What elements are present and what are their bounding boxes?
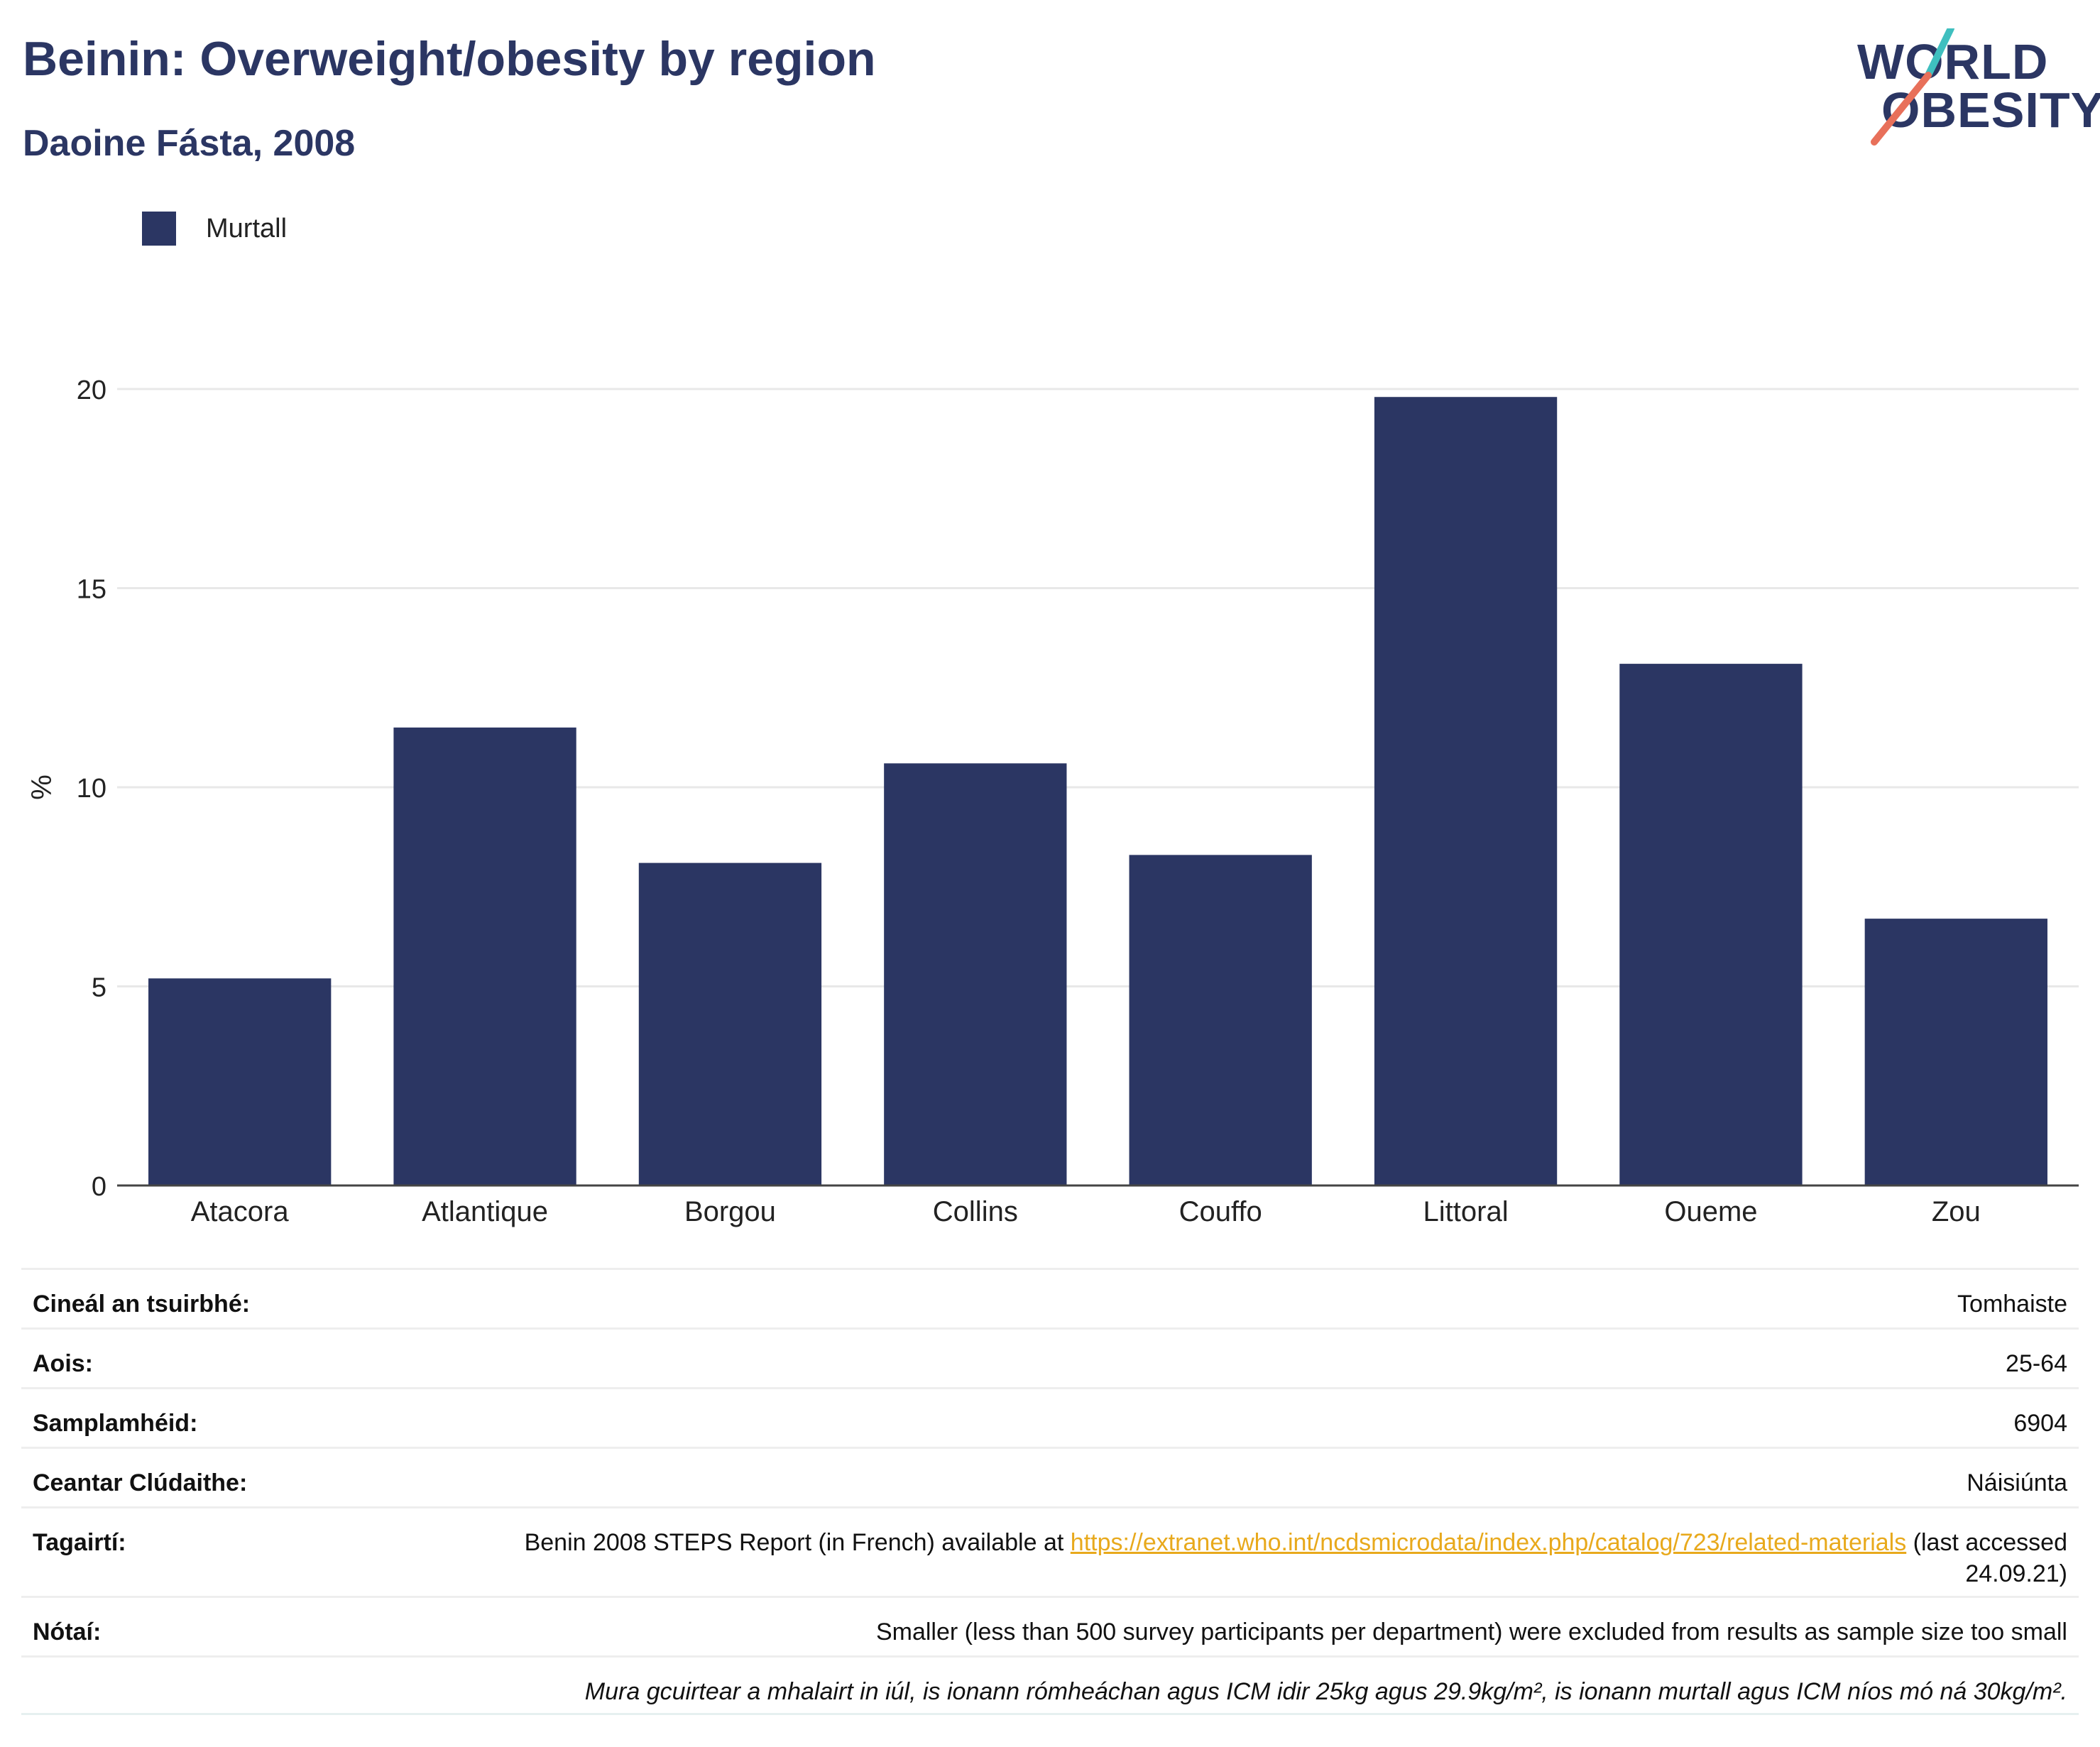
x-tick-label: Couffo bbox=[1179, 1196, 1262, 1227]
info-label: Nótaí: bbox=[33, 1619, 102, 1645]
info-table: Cineál an tsuirbhé: Tomhaiste Aois: 25-6… bbox=[21, 1268, 2079, 1715]
info-row-footnote: Mura gcuirtear a mhalairt in iúl, is ion… bbox=[21, 1655, 2079, 1715]
legend-swatch bbox=[142, 212, 176, 246]
logo-line-1: WORLD bbox=[1857, 34, 2049, 89]
chart-title: Beinin: Overweight/obesity by region bbox=[23, 32, 876, 86]
info-label: Tagairtí: bbox=[33, 1529, 126, 1556]
bar-couffo bbox=[1129, 855, 1312, 1185]
info-row-sample-size: Samplamhéid: 6904 bbox=[21, 1387, 2079, 1447]
info-label: Cineál an tsuirbhé: bbox=[33, 1291, 251, 1318]
x-tick-label: Littoral bbox=[1423, 1196, 1509, 1227]
info-row-age: Aois: 25-64 bbox=[21, 1327, 2079, 1387]
x-tick-label: Collins bbox=[933, 1196, 1018, 1227]
bar-littoral bbox=[1374, 397, 1558, 1185]
info-label: Ceantar Clúdaithe: bbox=[33, 1469, 248, 1496]
y-axis-label: % bbox=[26, 774, 58, 800]
references-link[interactable]: https://extranet.who.int/ncdsmicrodata/i… bbox=[1070, 1529, 1907, 1556]
x-tick-label: Borgou bbox=[684, 1196, 776, 1227]
bar-oueme bbox=[1619, 664, 1803, 1185]
y-tick-label: 5 bbox=[92, 973, 106, 1003]
y-tick-label: 10 bbox=[77, 774, 106, 804]
bar-chart: 0 5 10 15 20% Atacora Atlantique Borgou Collins C… bbox=[26, 376, 2079, 1227]
info-label: Aois: bbox=[33, 1350, 93, 1377]
y-tick-label: 20 bbox=[77, 376, 106, 405]
references-suffix: (last accessed 24.09.21) bbox=[1913, 1529, 2067, 1587]
bar-collins bbox=[884, 763, 1067, 1185]
y-tick-label: 0 bbox=[92, 1172, 106, 1202]
bar-zou bbox=[1864, 919, 2047, 1185]
legend-label: Murtall bbox=[206, 213, 288, 243]
x-tick-label: Atlantique bbox=[422, 1196, 548, 1227]
chart-subtitle: Daoine Fásta, 2008 bbox=[23, 123, 356, 164]
info-value: 25-64 bbox=[2006, 1350, 2067, 1377]
bar-atlantique bbox=[393, 727, 576, 1185]
info-value: Smaller (less than 500 survey participan… bbox=[875, 1619, 2067, 1645]
x-tick-label: Atacora bbox=[191, 1196, 290, 1227]
info-label: Samplamhéid: bbox=[33, 1410, 198, 1437]
info-value: Tomhaiste bbox=[1957, 1291, 2067, 1318]
footnote: Mura gcuirtear a mhalairt in iúl, is ion… bbox=[584, 1678, 2067, 1705]
info-row-references: Tagairtí: Benin 2008 STEPS Report (in Fr… bbox=[21, 1506, 2079, 1596]
info-row-survey-type: Cineál an tsuirbhé: Tomhaiste bbox=[21, 1268, 2079, 1327]
info-value: 6904 bbox=[2013, 1410, 2067, 1437]
info-row-area-covered: Ceantar Clúdaithe: Náisiúnta bbox=[21, 1447, 2079, 1506]
logo-slash-icon bbox=[1871, 28, 1954, 146]
x-tick-label: Oueme bbox=[1664, 1196, 1757, 1227]
bar-atacora bbox=[148, 978, 332, 1185]
references-prefix: Benin 2008 STEPS Report (in French) avai… bbox=[524, 1529, 1064, 1556]
info-value: Náisiúnta bbox=[1967, 1469, 2067, 1496]
info-row-notes: Nótaí: Smaller (less than 500 survey par… bbox=[21, 1596, 2079, 1655]
references-value: Benin 2008 STEPS Report (in French) avai… bbox=[434, 1527, 2067, 1589]
chart-legend: Murtall bbox=[142, 212, 287, 246]
bar-borgou bbox=[638, 862, 822, 1185]
x-tick-label: Zou bbox=[1932, 1196, 1981, 1227]
y-tick-label: 15 bbox=[77, 575, 106, 605]
world-obesity-logo: WORLD OBESITY bbox=[1846, 28, 2100, 149]
